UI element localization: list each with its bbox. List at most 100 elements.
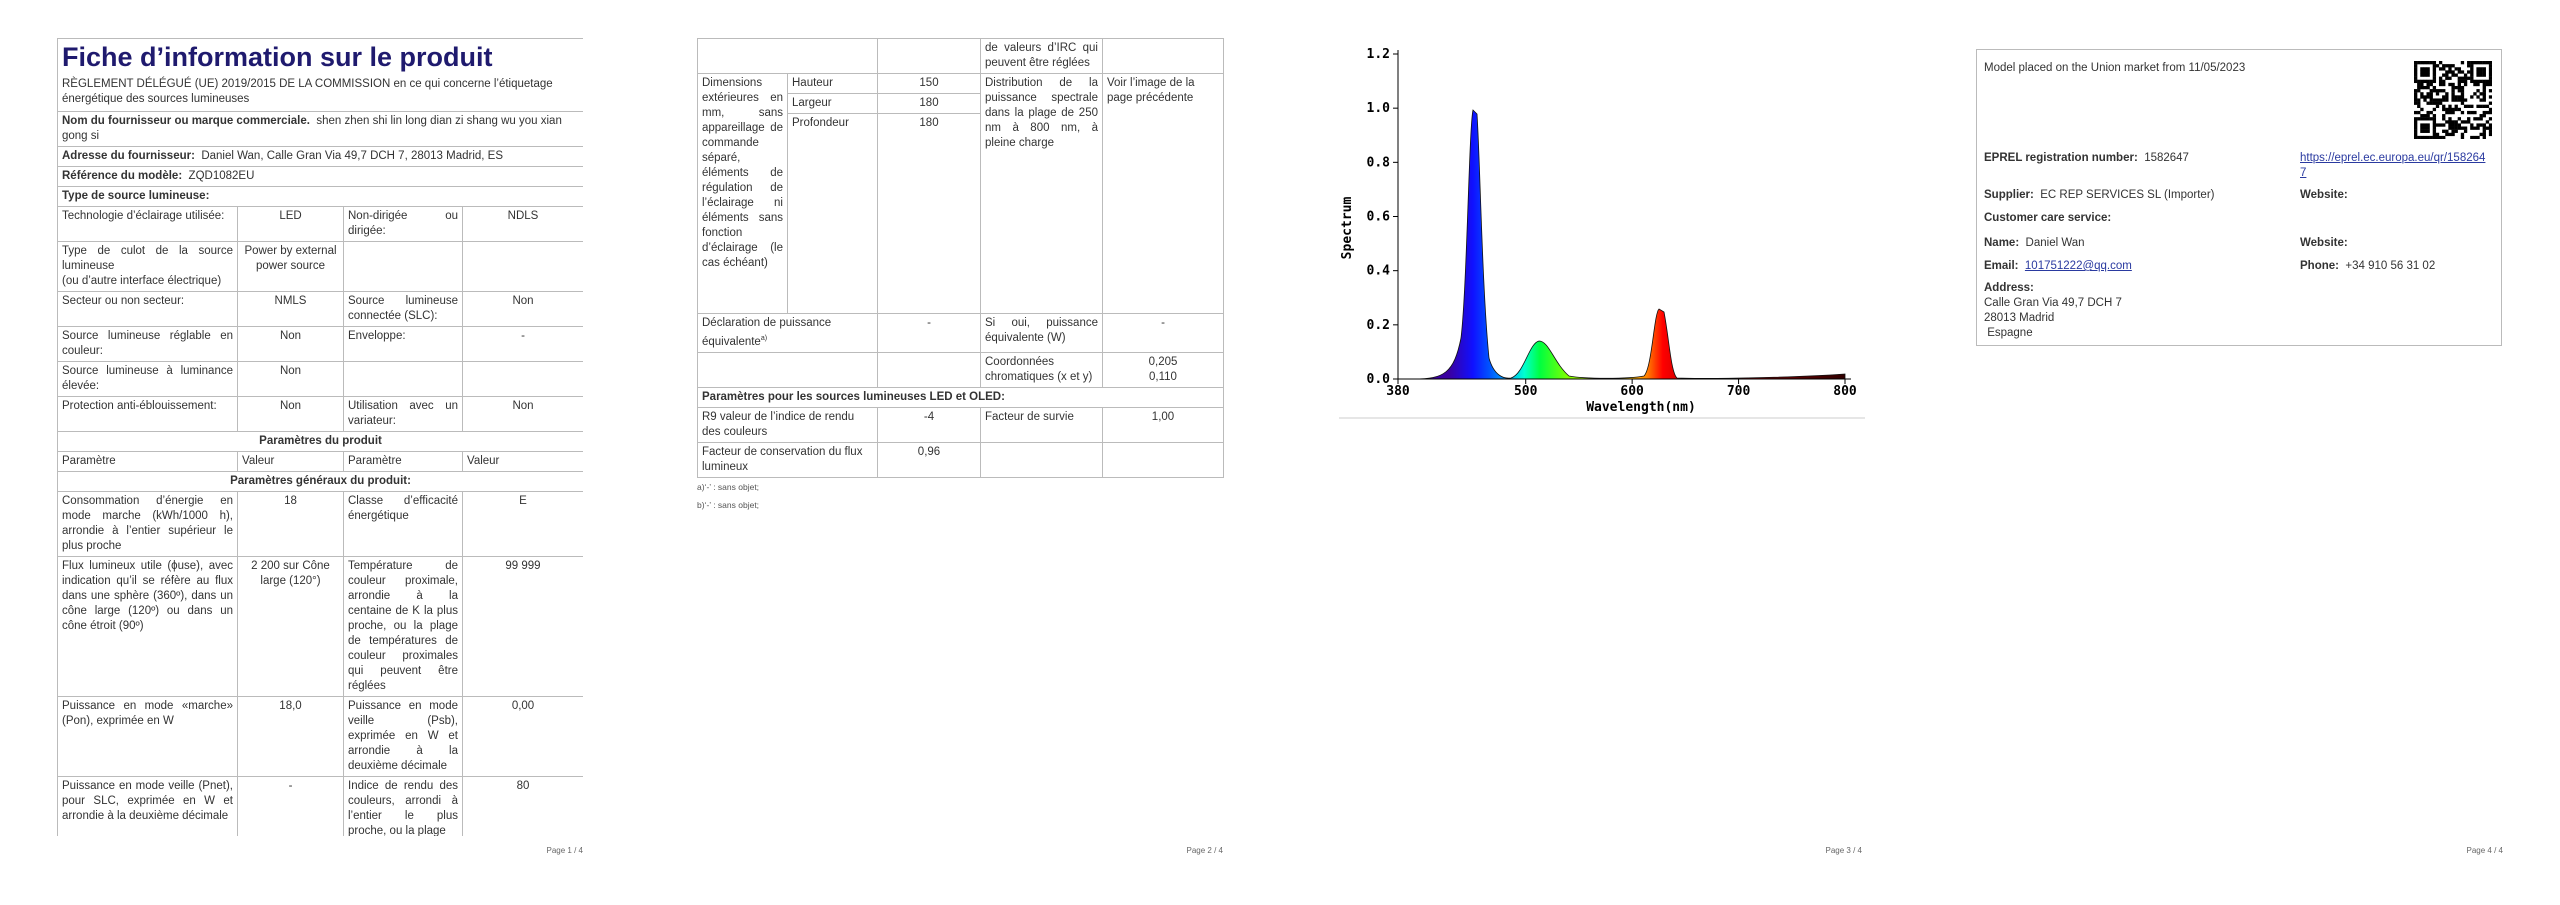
qr-module bbox=[2476, 123, 2480, 127]
qr-module bbox=[2420, 61, 2424, 65]
qr-module bbox=[2414, 123, 2418, 127]
cell: - bbox=[1102, 313, 1224, 353]
qr-module bbox=[2482, 89, 2486, 93]
section-heading: Paramètres pour les sources lumineuses L… bbox=[697, 386, 1224, 408]
product-table: de valeurs d’IRC qui peuvent être réglée… bbox=[697, 38, 1224, 478]
qr-module bbox=[2454, 107, 2458, 112]
cell bbox=[877, 351, 981, 388]
qr-module bbox=[2479, 73, 2483, 77]
qr-module bbox=[2463, 104, 2468, 108]
qr-module bbox=[2435, 132, 2440, 137]
qr-module bbox=[2454, 95, 2458, 99]
footnote-mark: a) bbox=[760, 335, 768, 342]
qr-module bbox=[2426, 129, 2430, 133]
qr-module bbox=[2488, 64, 2492, 68]
cell: 0,205 0,110 bbox=[1102, 351, 1224, 388]
qr-module bbox=[2479, 104, 2483, 108]
cell: Consommation d’énergie en mode marche (k… bbox=[57, 491, 238, 557]
qr-module bbox=[2460, 76, 2465, 80]
y-tick-label: 1.0 bbox=[1367, 101, 1391, 116]
cell: 180 bbox=[877, 93, 981, 114]
qr-module bbox=[2488, 73, 2492, 77]
qr-module bbox=[2442, 67, 2446, 71]
qr-module bbox=[2417, 101, 2421, 105]
column-header: Valeur bbox=[461, 451, 583, 472]
qr-module bbox=[2482, 61, 2486, 65]
qr-module bbox=[2479, 98, 2483, 102]
qr-module bbox=[2417, 98, 2421, 102]
qr-module bbox=[2482, 67, 2486, 71]
qr-module bbox=[2476, 126, 2480, 130]
cell: Source lumineuse à luminance élevée: bbox=[57, 361, 238, 397]
qr-module bbox=[2426, 73, 2430, 77]
qr-module bbox=[2463, 120, 2468, 124]
qr-module bbox=[2482, 123, 2486, 127]
qr-module bbox=[2448, 70, 2452, 74]
cell: Source lumineuse connectée (SLC): bbox=[343, 291, 463, 327]
qr-module bbox=[2420, 79, 2424, 84]
cell: Facteur de survie bbox=[980, 406, 1103, 443]
qr-module bbox=[2457, 95, 2461, 99]
qr-module bbox=[2442, 73, 2446, 77]
label: EPREL registration number: bbox=[1984, 152, 2138, 164]
qr-module bbox=[2460, 135, 2465, 139]
cell: 18,0 bbox=[237, 696, 344, 777]
qr-module bbox=[2423, 98, 2427, 102]
qr-module bbox=[2467, 76, 2471, 80]
qr-module bbox=[2470, 95, 2474, 99]
qr-module bbox=[2414, 79, 2418, 84]
field: Nom du fournisseur ou marque commerciale… bbox=[57, 111, 583, 147]
qr-module bbox=[2432, 101, 2437, 105]
qr-module bbox=[2454, 85, 2458, 90]
cell: Secteur ou non secteur: bbox=[57, 291, 238, 327]
qr-module bbox=[2432, 117, 2437, 121]
email-link[interactable]: 101751222@qq.com bbox=[2024, 260, 2132, 272]
cell: 18 bbox=[237, 491, 344, 557]
qr-module bbox=[2414, 98, 2418, 102]
qr-module bbox=[2467, 110, 2471, 115]
qr-module bbox=[2470, 73, 2474, 77]
qr-module bbox=[2476, 73, 2480, 77]
field: Référence du modèle: ZQD1082EU bbox=[57, 166, 583, 187]
qr-module bbox=[2438, 123, 2443, 127]
qr-module bbox=[2414, 92, 2418, 96]
cell: Classe d’efficacité énergétique bbox=[343, 491, 463, 557]
cell: Non bbox=[461, 291, 583, 327]
qr-module bbox=[2451, 70, 2455, 74]
qr-module bbox=[2457, 79, 2461, 84]
qr-module bbox=[2429, 117, 2433, 121]
qr-module bbox=[2488, 61, 2492, 65]
cell: - bbox=[237, 776, 344, 836]
cell bbox=[1102, 441, 1224, 478]
spectrum-chart: Wavelength(nm) Spectrum 0.0 0.2 0.4 0.6 0.8 1… bbox=[1339, 47, 1865, 419]
cell: Facteur de conservation du flux lumineux bbox=[697, 441, 878, 478]
qr-module bbox=[2451, 110, 2455, 115]
qr-module bbox=[2457, 70, 2461, 74]
qr-module bbox=[2476, 79, 2480, 84]
qr-module bbox=[2414, 73, 2418, 77]
eprel-link[interactable]: https://eprel.ec.europa.eu/qr/1582647 bbox=[2300, 152, 2486, 179]
qr-module bbox=[2482, 95, 2486, 99]
qr-module bbox=[2451, 98, 2455, 102]
qr-module bbox=[2473, 61, 2477, 65]
qr-module bbox=[2457, 126, 2461, 130]
qr-module bbox=[2414, 110, 2418, 115]
qr-module bbox=[2426, 95, 2430, 99]
qr-module bbox=[2423, 123, 2427, 127]
qr-module bbox=[2482, 79, 2486, 84]
qr-module bbox=[2429, 79, 2433, 84]
qr-module bbox=[2423, 114, 2427, 118]
cell bbox=[877, 38, 981, 74]
page-1: Fiche d’information sur le produit RÈGLEM… bbox=[57, 38, 583, 836]
qr-module bbox=[2423, 129, 2427, 133]
qr-module bbox=[2482, 126, 2486, 130]
cell: - bbox=[461, 326, 583, 362]
qr-module bbox=[2432, 132, 2437, 137]
qr-module bbox=[2451, 95, 2455, 99]
qr-module bbox=[2467, 117, 2471, 121]
qr-module bbox=[2432, 89, 2437, 93]
qr-module bbox=[2463, 126, 2468, 130]
page-number: Page 2 / 4 bbox=[1186, 846, 1223, 855]
value: shen zhen shi lin long dian zi shang wu … bbox=[62, 115, 562, 142]
